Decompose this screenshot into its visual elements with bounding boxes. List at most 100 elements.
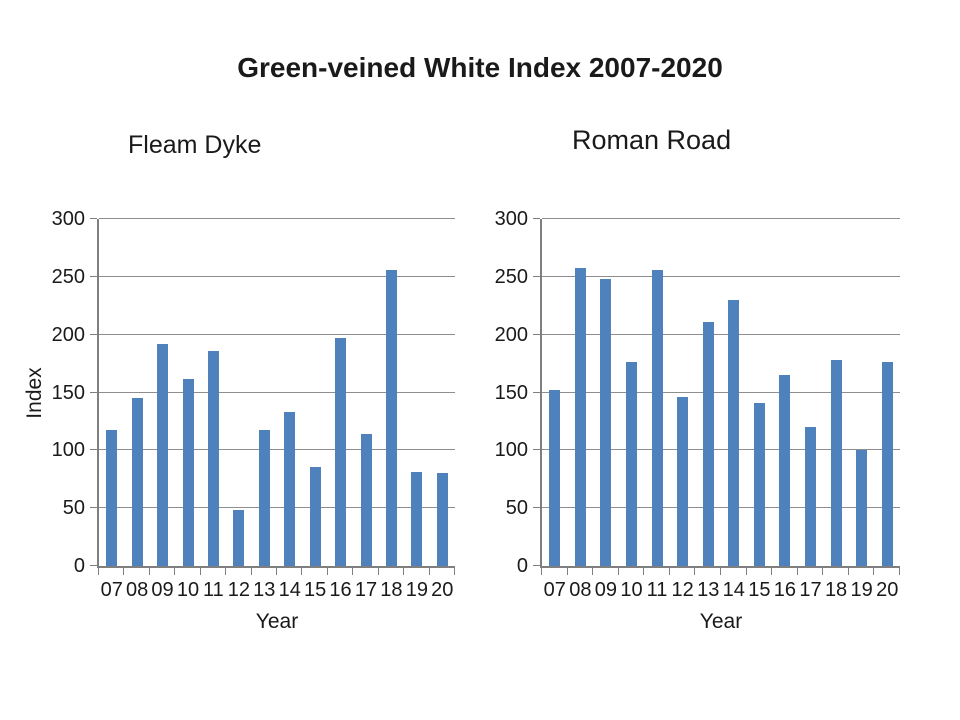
gridline — [542, 275, 900, 277]
x-tick-label: 16 — [773, 579, 797, 601]
x-tick-label: 16 — [329, 579, 352, 601]
x-tick-label: 10 — [620, 579, 643, 601]
y-tick-label: 150 — [494, 381, 528, 404]
bar-15 — [309, 466, 321, 566]
y-tick-label: 100 — [51, 439, 85, 462]
x-tick-mark — [566, 568, 568, 575]
y-tick-label: 250 — [494, 265, 528, 288]
x-tick-label: 20 — [431, 579, 454, 601]
y-tick-label: 200 — [51, 323, 85, 346]
x-tick-mark — [428, 568, 430, 575]
y-tick-mark — [533, 391, 540, 393]
x-tick-mark — [592, 568, 594, 575]
x-tick-label: 12 — [671, 579, 694, 601]
x-tick-label: 09 — [594, 579, 618, 601]
bar-11 — [207, 350, 219, 566]
chart-title: Green-veined White Index 2007-2020 — [237, 52, 723, 83]
gridline — [99, 333, 455, 335]
y-tick-label: 100 — [494, 439, 528, 462]
bar-09 — [157, 343, 169, 566]
y-tick-label: 250 — [51, 265, 85, 288]
x-tick-mark — [720, 568, 721, 575]
y-tick-mark — [90, 391, 97, 393]
x-axis-label: Year — [255, 610, 299, 633]
x-tick-mark — [250, 568, 252, 575]
y-tick-label: 200 — [494, 323, 528, 346]
x-tick-mark — [668, 568, 670, 575]
x-tick-label: 08 — [126, 579, 149, 601]
x-tick-mark — [148, 568, 150, 575]
x-tick-label: 17 — [799, 579, 822, 601]
gridline — [99, 391, 455, 393]
bar-19 — [856, 450, 868, 566]
bar-15 — [753, 402, 765, 566]
x-tick-label: 18 — [380, 579, 403, 601]
x-tick-mark — [301, 568, 303, 575]
gridline — [542, 333, 900, 335]
x-tick-mark — [454, 568, 455, 575]
bar-10 — [182, 378, 194, 566]
bar-14 — [284, 412, 296, 566]
y-tick-label: 50 — [505, 497, 528, 520]
bar-12 — [233, 510, 245, 566]
y-tick-mark — [90, 275, 97, 277]
chart-subtitle-roman-road: Roman Road — [572, 125, 732, 155]
bar-17 — [360, 434, 372, 566]
y-tick-label: 150 — [51, 381, 85, 404]
x-tick-label: 11 — [203, 579, 224, 601]
y-tick-mark — [90, 507, 97, 509]
x-tick-mark — [541, 568, 542, 575]
chart-subtitle-fleam-dyke: Fleam Dyke — [128, 131, 262, 159]
x-tick-label: 10 — [176, 579, 200, 601]
bar-18 — [385, 269, 397, 566]
x-tick-mark — [276, 568, 277, 575]
x-tick-mark — [617, 568, 619, 575]
gridline — [542, 507, 900, 509]
x-tick-label: 13 — [697, 579, 720, 601]
y-tick-mark — [533, 507, 540, 509]
x-tick-label: 11 — [646, 579, 668, 601]
y-tick-mark — [533, 565, 540, 566]
bar-08 — [131, 398, 143, 566]
x-tick-label: 19 — [405, 579, 428, 601]
y-tick-label: 0 — [73, 555, 85, 577]
gridline — [99, 507, 455, 509]
x-tick-mark — [377, 568, 379, 575]
x-tick-label: 15 — [304, 579, 327, 601]
y-tick-mark — [90, 565, 97, 566]
bar-13 — [702, 321, 714, 566]
bar-20 — [436, 473, 448, 566]
y-tick-mark — [90, 218, 97, 219]
x-tick-label: 15 — [748, 579, 771, 601]
x-tick-mark — [326, 568, 328, 575]
bar-12 — [677, 397, 689, 566]
bar-09 — [600, 279, 612, 566]
x-tick-label: 07 — [543, 579, 566, 601]
y-tick-mark — [90, 333, 97, 335]
gridline — [99, 218, 455, 219]
bar-08 — [574, 267, 586, 566]
x-tick-label: 09 — [151, 579, 174, 601]
bar-16 — [335, 338, 347, 566]
plot-area-fleam-dyke: Index Year 0 50 100 150 200 250 300 07 08 09 10 11 1… — [23, 209, 455, 633]
x-axis-label: Year — [699, 610, 743, 633]
x-tick-mark — [796, 568, 798, 575]
bar-10 — [626, 362, 637, 566]
x-tick-mark — [694, 568, 696, 575]
x-tick-mark — [199, 568, 201, 575]
gridline — [99, 275, 455, 277]
x-tick-mark — [225, 568, 227, 575]
plot-area-roman-road: Year 0 50 100 150 200 250 300 07 08 09 10 11 12 13 14 1… — [495, 209, 900, 633]
y-tick-mark — [533, 275, 540, 277]
x-tick-label: 14 — [722, 579, 745, 601]
x-tick-mark — [847, 568, 849, 575]
x-tick-mark — [745, 568, 747, 575]
bar-19 — [411, 472, 423, 566]
x-tick-mark — [873, 568, 875, 575]
bar-13 — [258, 429, 270, 566]
x-tick-mark — [174, 568, 176, 575]
bar-18 — [830, 360, 842, 566]
bar-07 — [549, 390, 561, 566]
bar-07 — [106, 429, 118, 566]
gridline — [542, 218, 900, 219]
